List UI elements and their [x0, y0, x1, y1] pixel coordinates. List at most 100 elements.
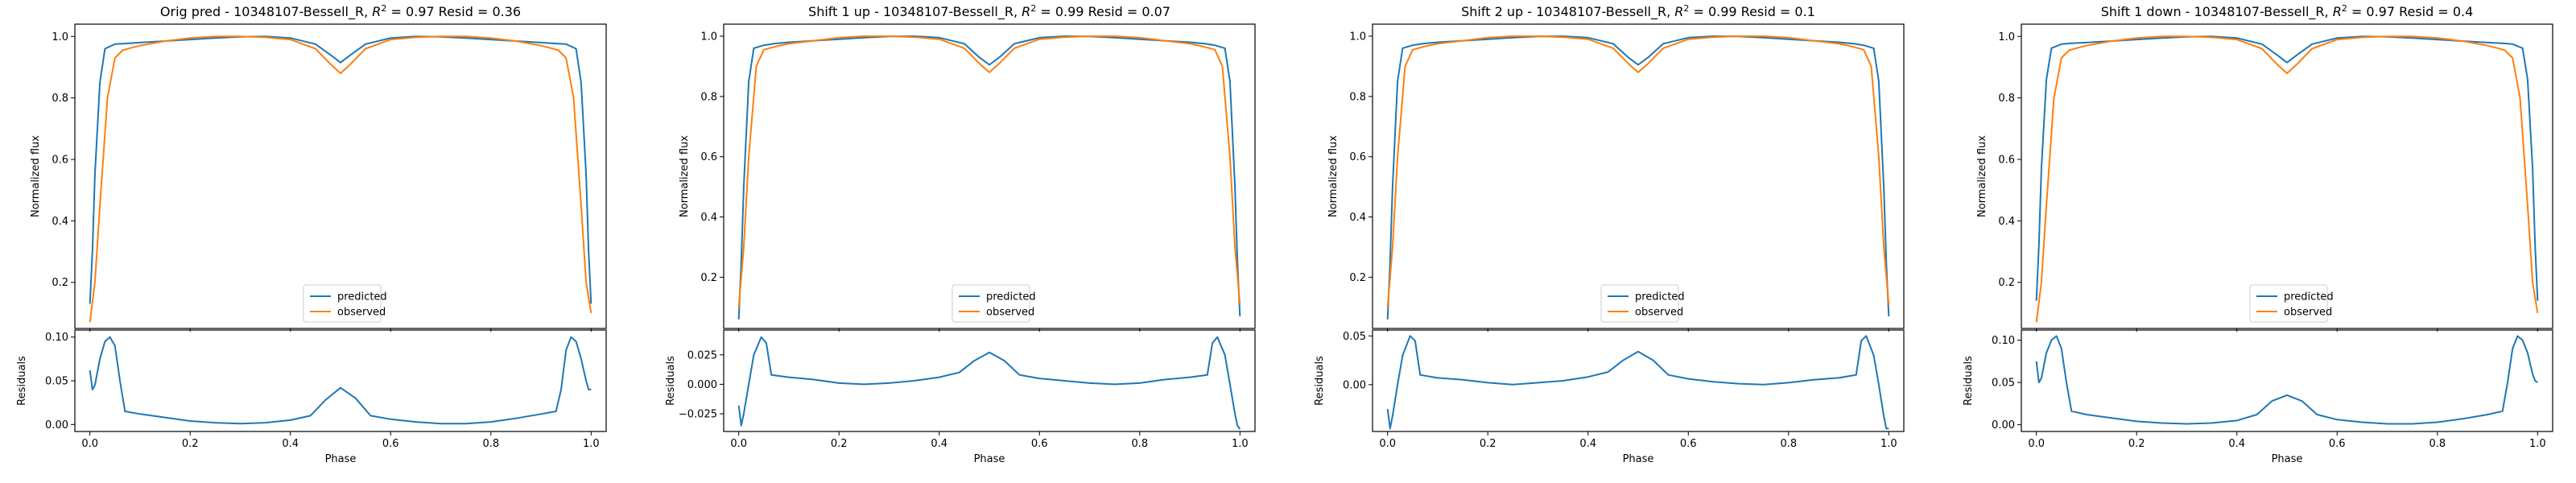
- flux-ylabel: Normalized flux: [1976, 135, 1988, 217]
- y-tick-label: 0.00: [1343, 379, 1366, 391]
- y-tick-label: 0.8: [52, 93, 68, 105]
- r2-equals: =: [2347, 4, 2367, 19]
- chart-title: Orig pred - 10348107-Bessell_R, R2 = 0.9…: [160, 3, 521, 20]
- r2-value: 0.97: [2366, 4, 2395, 19]
- x-tick-label: 0.4: [931, 438, 947, 450]
- residual-ylabel: Residuals: [16, 356, 28, 406]
- legend-label-observed: observed: [337, 307, 386, 319]
- r2-equals: =: [386, 4, 406, 19]
- flux-axes-frame: [2021, 23, 2553, 329]
- chart-title: Shift 1 up - 10348107-Bessell_R, R2 = 0.…: [808, 3, 1170, 20]
- r2-exponent: 2: [1683, 3, 1689, 14]
- y-tick-label: −0.025: [679, 409, 717, 421]
- residual-axes-frame: [723, 329, 1256, 432]
- y-tick-label: 0.6: [52, 155, 68, 167]
- y-tick-label: 0.8: [700, 91, 717, 103]
- y-tick-label: 0.4: [1998, 216, 2015, 228]
- flux-axes: 0.2 0.4 0.6 0.8 1.0 Normalized flux predicted o…: [30, 23, 607, 332]
- r2-value: 0.99: [1708, 4, 1737, 19]
- r2-exponent: 2: [1030, 3, 1036, 14]
- legend-label-observed: observed: [1635, 307, 1683, 319]
- x-tick-label: 0.6: [2329, 438, 2346, 450]
- y-tick-label: 1.0: [1998, 31, 2015, 43]
- panel-3: Shift 2 up - 10348107-Bessell_R, R2 = 0.…: [1314, 3, 1905, 465]
- residual-axes: 0.00 0.05 0.0 0.2 0.4 0.6 0.8 1.0 Residuals Phase: [1314, 329, 1905, 465]
- r2-symbol: R: [1674, 4, 1683, 19]
- observed-line: [2035, 35, 2539, 323]
- y-tick-label: 0.000: [687, 379, 717, 391]
- flux-axes-frame: [723, 23, 1256, 329]
- x-tick-label: 0.2: [2128, 438, 2145, 450]
- x-tick-label: 0.8: [2429, 438, 2446, 450]
- residual-axes: −0.025 0.000 0.025 0.0 0.2 0.4 0.6 0.8 1.0 Residu…: [665, 329, 1256, 465]
- y-tick-label: 0.00: [1992, 419, 2015, 431]
- legend-frame: [1600, 284, 1679, 323]
- y-tick-label: 0.00: [45, 419, 68, 431]
- title-prefix: Shift 1 down - 10348107-Bessell_R,: [2101, 4, 2333, 20]
- title-prefix: Shift 1 up - 10348107-Bessell_R,: [808, 4, 1022, 20]
- x-tick-label: 1.0: [1880, 438, 1897, 450]
- flux-axes-frame: [1372, 23, 1905, 329]
- y-tick-label: 0.2: [700, 272, 717, 284]
- y-tick-label: 0.8: [1349, 91, 1366, 103]
- title-suffix: Resid = 0.4: [2395, 4, 2473, 19]
- r2-exponent: 2: [2342, 3, 2347, 14]
- title-suffix: Resid = 0.07: [1084, 4, 1170, 19]
- y-tick-label: 0.4: [1349, 212, 1366, 224]
- r2-equals: =: [1689, 4, 1708, 19]
- x-tick-label: 0.4: [1579, 438, 1596, 450]
- y-tick-label: 0.10: [1992, 335, 2015, 347]
- title-suffix: Resid = 0.36: [435, 4, 521, 19]
- r2-value: 0.97: [406, 4, 435, 19]
- legend: predicted observed: [952, 284, 1036, 323]
- x-tick-label: 0.2: [182, 438, 199, 450]
- r2-symbol: R: [372, 4, 381, 19]
- legend-label-predicted: predicted: [986, 291, 1036, 303]
- y-tick-label: 0.025: [687, 349, 717, 361]
- y-tick-label: 0.4: [52, 216, 68, 228]
- x-tick-label: 1.0: [2529, 438, 2546, 450]
- observed-line: [89, 35, 592, 323]
- flux-ylabel: Normalized flux: [679, 135, 691, 217]
- y-tick-label: 0.2: [1349, 272, 1366, 284]
- title-prefix: Orig pred - 10348107-Bessell_R,: [160, 4, 372, 20]
- phase-xlabel: Phase: [2272, 453, 2303, 465]
- r2-symbol: R: [1022, 4, 1030, 19]
- residual-line: [1386, 335, 1889, 430]
- x-tick-label: 0.0: [2028, 438, 2045, 450]
- legend-frame: [2249, 284, 2328, 323]
- x-tick-label: 0.8: [1131, 438, 1148, 450]
- residual-ylabel: Residuals: [665, 356, 677, 406]
- legend-label-observed: observed: [986, 307, 1034, 319]
- legend-label-predicted: predicted: [2284, 291, 2334, 303]
- y-tick-label: 0.10: [45, 332, 68, 344]
- x-tick-label: 0.2: [1480, 438, 1496, 450]
- y-tick-label: 0.2: [52, 277, 68, 289]
- panel-2: Shift 1 up - 10348107-Bessell_R, R2 = 0.…: [665, 3, 1256, 465]
- r2-exponent: 2: [381, 3, 386, 14]
- residual-line: [2035, 335, 2538, 425]
- legend-frame: [303, 284, 382, 323]
- residual-axes: 0.00 0.05 0.10 0.0 0.2 0.4 0.6 0.8 1.0 Residuals P…: [1963, 329, 2553, 465]
- predicted-line: [737, 35, 1241, 320]
- observed-line: [1386, 35, 1890, 308]
- x-tick-label: 0.4: [282, 438, 299, 450]
- y-tick-label: 0.4: [700, 212, 717, 224]
- chart-title: Shift 1 down - 10348107-Bessell_R, R2 = …: [2101, 3, 2474, 20]
- y-tick-label: 1.0: [700, 31, 717, 43]
- r2-value: 0.99: [1055, 4, 1084, 19]
- x-tick-label: 0.6: [382, 438, 399, 450]
- predicted-line: [2035, 35, 2539, 301]
- legend: predicted observed: [303, 284, 387, 323]
- y-tick-label: 0.2: [1998, 277, 2015, 289]
- phase-xlabel: Phase: [325, 453, 357, 465]
- predicted-line: [1386, 35, 1890, 320]
- flux-ylabel: Normalized flux: [30, 135, 42, 217]
- x-tick-label: 0.2: [831, 438, 848, 450]
- flux-ylabel: Normalized flux: [1327, 135, 1340, 217]
- r2-equals: =: [1036, 4, 1055, 19]
- legend-label-predicted: predicted: [1635, 291, 1685, 303]
- flux-axes: 0.2 0.4 0.6 0.8 1.0 Normalized flux predicted o…: [679, 23, 1256, 332]
- legend: predicted observed: [1600, 284, 1685, 323]
- y-tick-label: 0.8: [1998, 93, 2015, 105]
